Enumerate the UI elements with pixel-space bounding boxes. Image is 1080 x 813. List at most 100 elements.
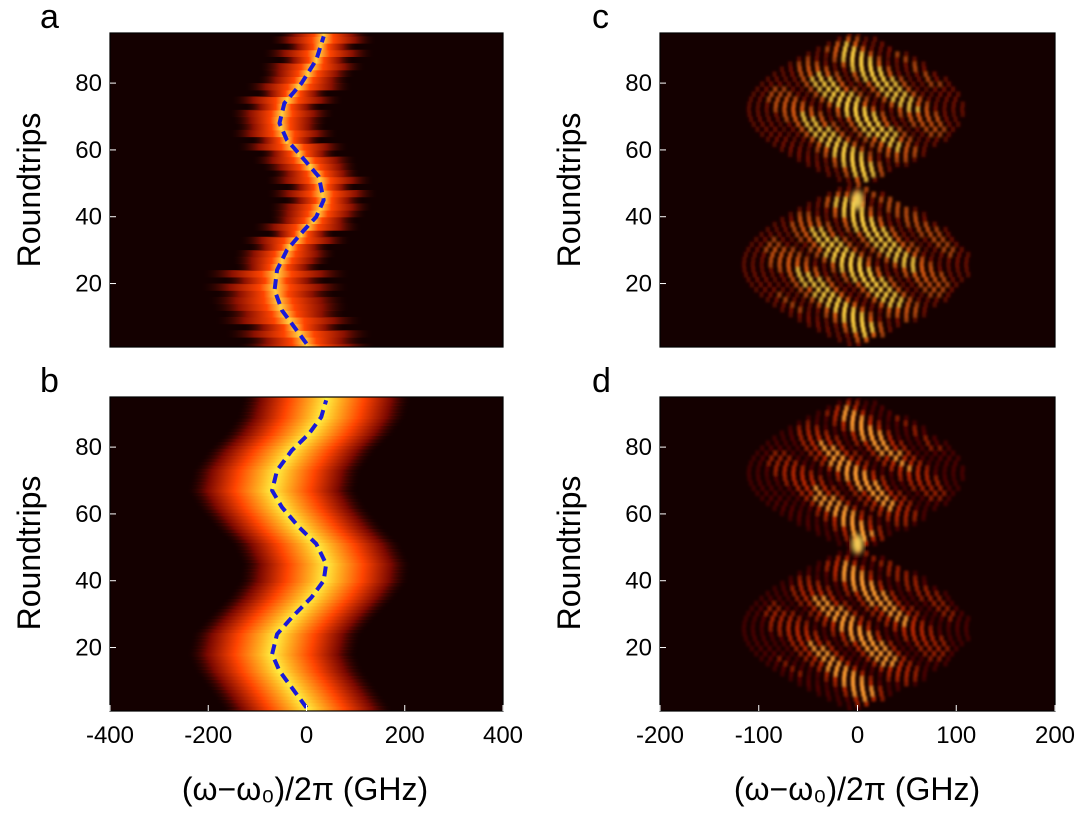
fringe-cell bbox=[794, 291, 800, 298]
fringe-cell bbox=[772, 585, 777, 592]
fringe-cell bbox=[747, 111, 752, 118]
fringe-cell bbox=[786, 231, 791, 238]
fringe-cell bbox=[912, 61, 917, 67]
fringe-cell bbox=[783, 296, 788, 303]
fringe-cell bbox=[817, 490, 822, 497]
fringe-cell bbox=[870, 560, 875, 567]
fringe-cell bbox=[834, 650, 839, 657]
fringe-cell bbox=[882, 480, 887, 487]
fringe-cell bbox=[769, 485, 774, 492]
fringe-cell bbox=[806, 675, 811, 682]
fringe-cell bbox=[811, 241, 817, 248]
fringe-cell bbox=[901, 625, 907, 632]
fringe-cell bbox=[814, 151, 820, 158]
fringe-cell bbox=[946, 231, 951, 238]
fringe-cell bbox=[895, 415, 900, 421]
fringe-cell bbox=[835, 490, 840, 497]
fringe-cell bbox=[790, 141, 795, 148]
spectrum-slice bbox=[213, 525, 386, 530]
fringe-cell bbox=[887, 600, 892, 607]
fringe-cell bbox=[959, 610, 964, 617]
fringe-cell bbox=[843, 650, 848, 657]
fringe-cell bbox=[879, 405, 885, 411]
fringe-cell bbox=[773, 126, 778, 133]
fringe-cell bbox=[879, 450, 885, 456]
fringe-cell bbox=[920, 131, 925, 138]
fringe-cell bbox=[905, 286, 910, 293]
fringe-cell bbox=[904, 51, 909, 57]
fringe-cell bbox=[824, 670, 830, 677]
fringe-cell bbox=[837, 176, 842, 183]
fringe-cell bbox=[779, 251, 784, 258]
fringe-cell bbox=[922, 580, 927, 587]
fringe-cell bbox=[806, 316, 811, 323]
fringe-cell bbox=[823, 271, 829, 278]
fringe-cell bbox=[930, 615, 935, 622]
fringe-cell bbox=[902, 121, 908, 128]
fringe-cell bbox=[825, 141, 831, 148]
fringe-cell bbox=[866, 261, 871, 268]
fringe-cell bbox=[933, 126, 938, 133]
fringe-cell bbox=[800, 106, 805, 112]
fringe-cell bbox=[867, 156, 873, 163]
fringe-cell bbox=[818, 590, 824, 597]
fringe-cell bbox=[866, 625, 871, 632]
fringe-cell bbox=[797, 316, 802, 323]
fringe-cell bbox=[872, 660, 877, 667]
fringe-cell bbox=[828, 480, 834, 487]
fringe-cell bbox=[842, 321, 847, 328]
fringe-cell bbox=[879, 196, 884, 203]
fringe-cell bbox=[907, 226, 913, 233]
fringe-cell bbox=[844, 276, 849, 283]
fringe-cell bbox=[850, 51, 856, 57]
fringe-cell bbox=[906, 490, 911, 497]
fringe-cell bbox=[860, 685, 865, 692]
fringe-cell bbox=[913, 570, 918, 577]
fringe-cell bbox=[877, 146, 882, 153]
fringe-cell bbox=[887, 71, 893, 77]
fringe-cell bbox=[933, 111, 939, 118]
fringe-cell bbox=[883, 241, 888, 248]
fringe-cell bbox=[781, 141, 786, 148]
fringe-cell bbox=[768, 131, 774, 138]
fringe-cell bbox=[862, 191, 867, 198]
fringe-cell bbox=[827, 555, 832, 562]
fringe-cell bbox=[843, 236, 848, 243]
fringe-cell bbox=[824, 161, 829, 168]
fringe-cell bbox=[914, 71, 919, 77]
fringe-cell bbox=[910, 261, 915, 268]
fringe-cell bbox=[902, 91, 908, 97]
fringe-cell bbox=[814, 515, 820, 522]
fringe-cell bbox=[941, 246, 947, 253]
fringe-cell bbox=[777, 595, 782, 602]
fringe-cell bbox=[766, 96, 771, 102]
fringe-cell bbox=[824, 525, 829, 532]
fringe-cell bbox=[897, 640, 902, 647]
fringe-cell bbox=[886, 311, 891, 318]
fringe-cell bbox=[909, 241, 915, 248]
fringe-cell bbox=[877, 615, 882, 622]
fringe-cell bbox=[904, 316, 909, 323]
fringe-cell bbox=[897, 490, 902, 497]
fringe-cell bbox=[834, 236, 839, 243]
fringe-cell bbox=[865, 605, 870, 612]
fringe-cell bbox=[894, 615, 900, 622]
fringe-cell bbox=[832, 425, 837, 431]
fringe-cell bbox=[806, 216, 812, 223]
fringe-cell bbox=[802, 116, 807, 123]
fringe-cell bbox=[826, 640, 831, 647]
fringe-cell bbox=[902, 455, 908, 461]
fringe-cell bbox=[755, 640, 760, 647]
fringe-cell bbox=[833, 580, 838, 587]
fringe-cell bbox=[814, 520, 819, 527]
fringe-cell bbox=[883, 595, 889, 602]
fringe-cell bbox=[856, 33, 861, 37]
fringe-cell bbox=[862, 475, 868, 482]
fringe-cell bbox=[905, 141, 911, 148]
fringe-cell bbox=[943, 590, 948, 597]
y-tick-label: 80 bbox=[75, 70, 102, 97]
fringe-cell bbox=[920, 455, 925, 461]
fringe-cell bbox=[775, 460, 780, 466]
fringe-cell bbox=[783, 440, 788, 446]
fringe-cell bbox=[950, 276, 956, 283]
